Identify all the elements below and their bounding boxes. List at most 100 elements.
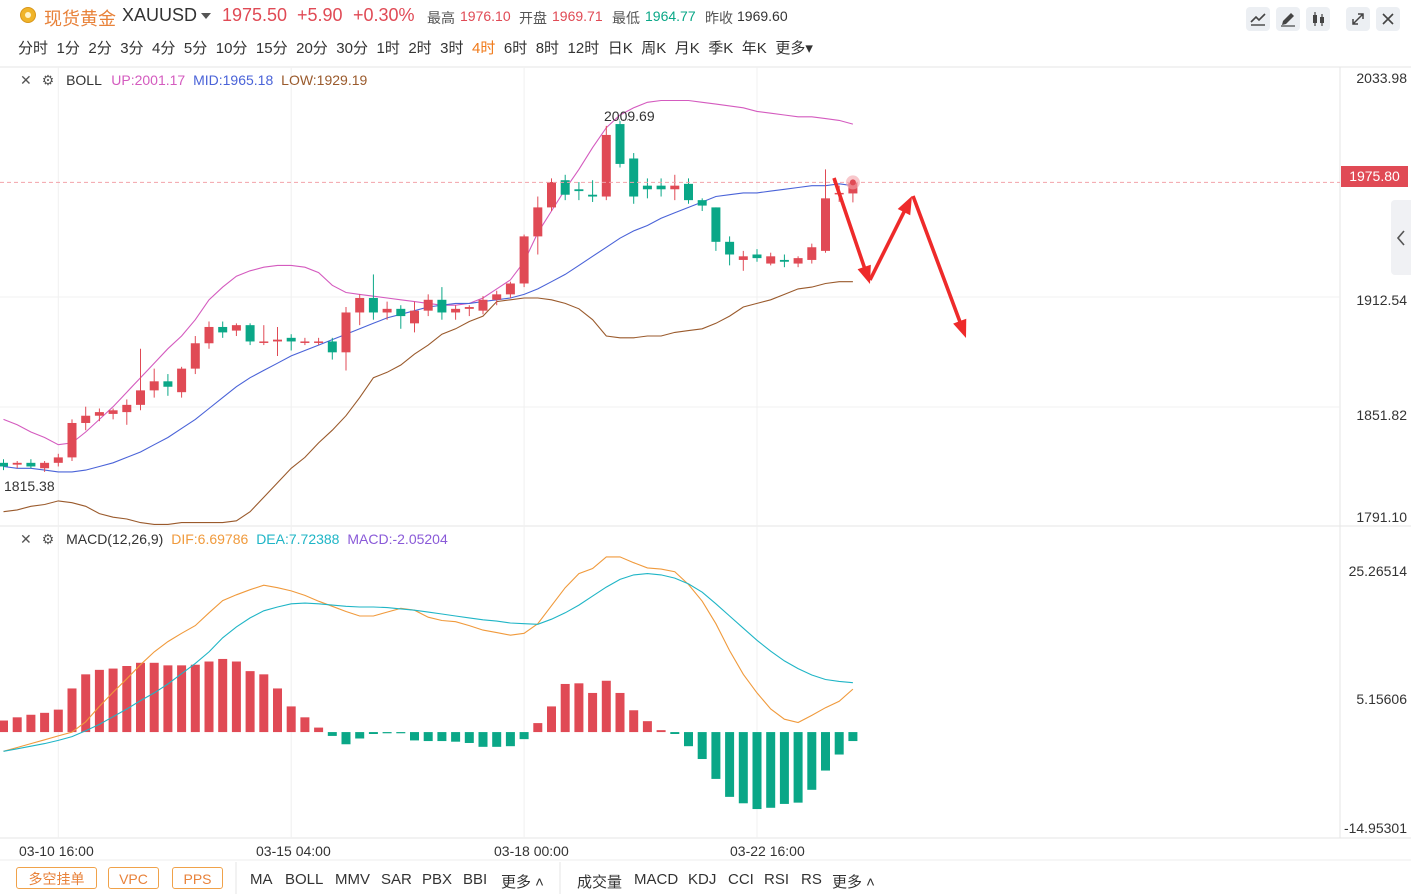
macd-histogram-bar bbox=[94, 669, 104, 733]
indicator-boll[interactable]: BOLL bbox=[285, 871, 324, 888]
last-price: 1975.50 bbox=[222, 5, 288, 25]
long-short-orders-button[interactable]: 多空挂单 bbox=[16, 867, 97, 889]
period-tab-6[interactable]: 10分 bbox=[215, 40, 248, 57]
indicator-pbx[interactable]: PBX bbox=[422, 871, 453, 888]
draw-line-button[interactable] bbox=[1246, 7, 1270, 31]
chevron-left-icon bbox=[1396, 230, 1405, 246]
forecast-arrow-down-1 bbox=[832, 177, 871, 284]
sub-indicator-1[interactable]: MACD bbox=[634, 871, 679, 888]
close-button[interactable] bbox=[1376, 7, 1400, 31]
low-annotation: 1815.38 bbox=[4, 478, 55, 494]
candle bbox=[231, 323, 241, 337]
quote-header: 现货黄金 XAUUSD 1975.50 +5.90 +0.30% 最高 1976… bbox=[0, 0, 1411, 32]
period-tab-15[interactable]: 8时 bbox=[535, 40, 560, 57]
candle bbox=[53, 453, 63, 467]
indicator-mmv[interactable]: MMV bbox=[335, 871, 370, 888]
candle bbox=[533, 196, 543, 255]
chevron-down-icon[interactable] bbox=[201, 13, 211, 19]
period-tab-10[interactable]: 1时 bbox=[376, 40, 400, 57]
period-tab-20[interactable]: 季K bbox=[708, 40, 734, 57]
sub-indicator-4[interactable]: RSI bbox=[764, 871, 790, 888]
sub-indicator-5[interactable]: RS bbox=[801, 871, 822, 888]
period-tab-12[interactable]: 3时 bbox=[440, 40, 464, 57]
macd-histogram-bar bbox=[355, 732, 365, 739]
macd-histogram-bar bbox=[505, 732, 515, 747]
period-tab-22[interactable]: 更多▾ bbox=[775, 40, 813, 57]
macd-histogram-bar bbox=[629, 710, 639, 733]
x-tick-label: 03-18 00:00 bbox=[494, 843, 569, 859]
settings-gear-icon[interactable]: ⚙ bbox=[41, 72, 55, 88]
pps-button[interactable]: PPS bbox=[172, 867, 223, 889]
candle-type-button[interactable] bbox=[1306, 7, 1330, 31]
macd-histogram-bar bbox=[601, 680, 611, 733]
candle bbox=[94, 408, 104, 422]
prev-close-label: 昨收 bbox=[705, 10, 733, 26]
macd-histogram-bar bbox=[588, 692, 598, 733]
macd-histogram-bar bbox=[53, 709, 63, 733]
period-tab-9[interactable]: 30分 bbox=[336, 40, 368, 57]
instrument-symbol[interactable]: XAUUSD bbox=[122, 5, 198, 25]
period-tab-2[interactable]: 2分 bbox=[88, 40, 112, 57]
period-tab-7[interactable]: 15分 bbox=[255, 40, 288, 57]
period-tab-21[interactable]: 年K bbox=[741, 40, 767, 57]
macd-histogram-bar bbox=[12, 717, 22, 733]
candle bbox=[177, 366, 187, 398]
period-tab-5[interactable]: 5分 bbox=[183, 40, 208, 57]
main-panel bbox=[0, 99, 858, 525]
candle bbox=[204, 321, 214, 349]
low-label: 最低 bbox=[612, 10, 640, 26]
candle bbox=[163, 374, 173, 396]
period-tab-11[interactable]: 2时 bbox=[408, 40, 432, 57]
candle bbox=[327, 337, 337, 360]
period-tab-16[interactable]: 12时 bbox=[567, 40, 600, 57]
period-tab-18[interactable]: 周K bbox=[641, 40, 667, 57]
macd-histogram-bar bbox=[793, 732, 803, 803]
period-tab-4[interactable]: 4分 bbox=[152, 40, 176, 57]
period-tab-13[interactable]: 4时 bbox=[472, 40, 496, 57]
more-sub-indicators[interactable]: 更多 ˄ bbox=[832, 874, 875, 891]
pencil-button[interactable] bbox=[1276, 7, 1300, 31]
candle bbox=[807, 243, 817, 264]
candle bbox=[81, 406, 91, 431]
macd-histogram-bar bbox=[492, 732, 502, 747]
macd-histogram-bar bbox=[711, 732, 721, 779]
indicator-sar[interactable]: SAR bbox=[381, 871, 412, 888]
period-tab-17[interactable]: 日K bbox=[607, 40, 633, 57]
close-indicator-icon[interactable]: ✕ bbox=[20, 72, 32, 88]
candle bbox=[779, 254, 789, 268]
more-main-indicators[interactable]: 更多 ˄ bbox=[501, 874, 544, 891]
macd-histogram-bar bbox=[368, 732, 378, 735]
settings-gear-icon[interactable]: ⚙ bbox=[41, 531, 55, 547]
period-tab-14[interactable]: 6时 bbox=[503, 40, 528, 57]
macd-histogram-bar bbox=[423, 732, 433, 742]
candle bbox=[451, 305, 461, 320]
period-tab-19[interactable]: 月K bbox=[674, 40, 700, 57]
period-tab-8[interactable]: 20分 bbox=[296, 40, 328, 57]
macd-histogram-bar bbox=[451, 732, 461, 742]
macd-histogram-bar bbox=[478, 732, 488, 747]
side-panel-toggle[interactable] bbox=[1391, 200, 1411, 275]
sub-indicator-0[interactable]: 成交量 bbox=[577, 874, 623, 891]
macd-histogram-bar bbox=[122, 666, 132, 733]
macd-histogram-bar bbox=[204, 661, 214, 733]
macd-histogram-bar bbox=[382, 732, 392, 734]
indicator-bbi[interactable]: BBI bbox=[463, 871, 488, 888]
macd-histogram-bar bbox=[642, 721, 652, 733]
macd-histogram-bar bbox=[218, 658, 228, 733]
indicator-ma[interactable]: MA bbox=[250, 871, 273, 888]
close-indicator-icon[interactable]: ✕ bbox=[20, 531, 32, 547]
period-tab-3[interactable]: 3分 bbox=[120, 40, 144, 57]
vpc-button[interactable]: VPC bbox=[108, 867, 159, 889]
period-tab-1[interactable]: 1分 bbox=[56, 40, 80, 57]
sub-indicator-3[interactable]: CCI bbox=[728, 871, 754, 888]
sub-indicator-2[interactable]: KDJ bbox=[688, 871, 717, 888]
candle bbox=[697, 198, 707, 212]
boll-upper-line bbox=[3, 99, 854, 446]
period-tab-0[interactable]: 分时 bbox=[18, 40, 49, 57]
fullscreen-button[interactable] bbox=[1346, 7, 1370, 31]
macd-histogram-bar bbox=[273, 688, 282, 733]
candle bbox=[547, 178, 556, 212]
macd-histogram-bar bbox=[81, 674, 91, 733]
macd-histogram-bar bbox=[670, 732, 680, 735]
